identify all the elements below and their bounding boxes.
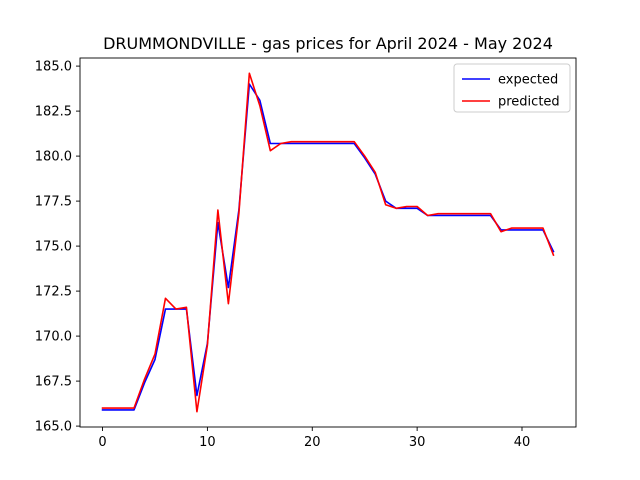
x-tick-label: 10 (199, 435, 216, 450)
x-tick-label: 40 (514, 435, 531, 450)
legend-label-predicted: predicted (498, 95, 560, 110)
x-tick-label: 30 (409, 435, 426, 450)
series-line-predicted (101, 72, 555, 413)
y-tick-label: 185.0 (35, 60, 72, 75)
y-tick-label: 182.5 (35, 105, 72, 120)
chart-title: DRUMMONDVILLE - gas prices for April 202… (103, 34, 553, 53)
series-line-expected (101, 83, 555, 411)
axes: 0 10 20 30 40 165.0 167.5 170.0 172.5 175.0 177.5 1… (35, 57, 577, 450)
x-tick-label: 0 (98, 435, 106, 450)
legend-label-expected: expected (498, 73, 558, 88)
y-tick-label: 177.5 (35, 195, 72, 210)
y-tick-label: 175.0 (35, 240, 72, 255)
legend: expected predicted (453, 63, 571, 113)
y-tick-label: 165.0 (35, 420, 72, 435)
y-tick-label: 172.5 (35, 285, 72, 300)
plot-area (101, 72, 555, 413)
y-tick-label: 180.0 (35, 150, 72, 165)
y-tick-label: 170.0 (35, 330, 72, 345)
x-tick-label: 20 (304, 435, 321, 450)
legend-box (453, 63, 571, 113)
axes-frame (79, 57, 577, 428)
y-tick-label: 167.5 (35, 375, 72, 390)
